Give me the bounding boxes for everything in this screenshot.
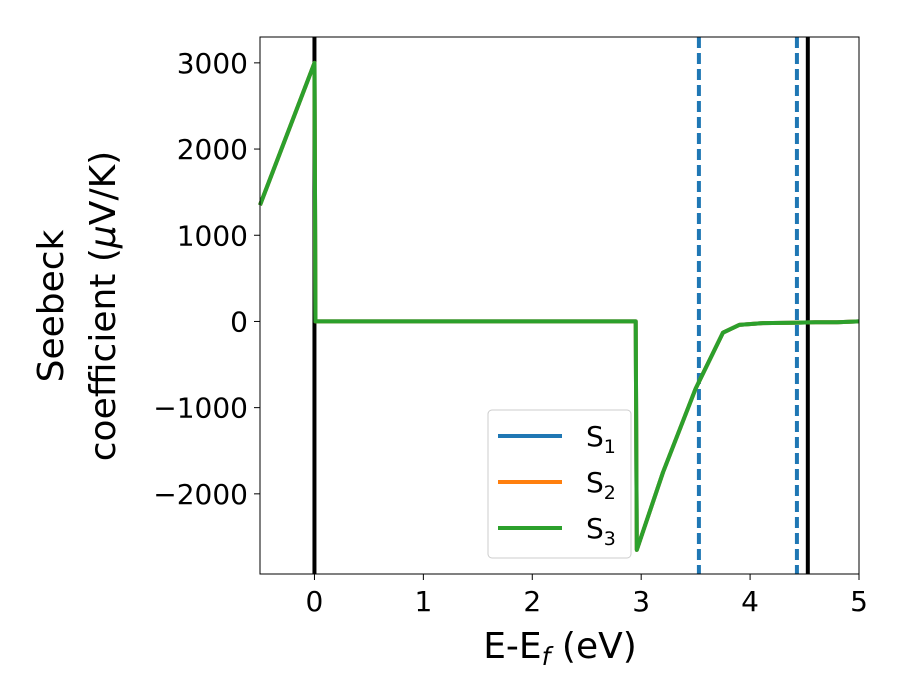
x-tick-label: 3: [632, 585, 650, 618]
y-tick-label: −1000: [153, 392, 248, 425]
y-tick-label: −2000: [153, 478, 248, 511]
legend-label-2: S2: [586, 466, 616, 504]
x-tick-label: 1: [414, 585, 432, 618]
y-axis-label-line2: coefficient (μV/K): [83, 151, 124, 461]
series-line-3: [258, 60, 860, 552]
x-axis-ticks: 0 1 2 3 4 5: [306, 574, 868, 618]
legend: S1 S2 S3: [487, 409, 632, 559]
y-tick-label: 1000: [177, 219, 248, 252]
y-tick-label: 2000: [177, 133, 248, 166]
y-axis-ticks: 3000 2000 1000 0 −1000 −2000: [153, 47, 260, 511]
y-axis-label-line1: Seebeck: [31, 229, 72, 382]
y-tick-label: 0: [230, 305, 248, 338]
x-tick-label: 4: [741, 585, 759, 618]
x-tick-label: 2: [523, 585, 541, 618]
x-axis-label: E-Ef (eV): [483, 626, 637, 671]
x-tick-label: 5: [850, 585, 868, 618]
x-tick-label: 0: [306, 585, 324, 618]
y-tick-label: 3000: [177, 47, 248, 80]
axes-frame: [259, 36, 860, 575]
legend-label-1: S1: [586, 420, 616, 458]
legend-label-3: S3: [586, 512, 616, 550]
series-lines: [258, 60, 860, 552]
